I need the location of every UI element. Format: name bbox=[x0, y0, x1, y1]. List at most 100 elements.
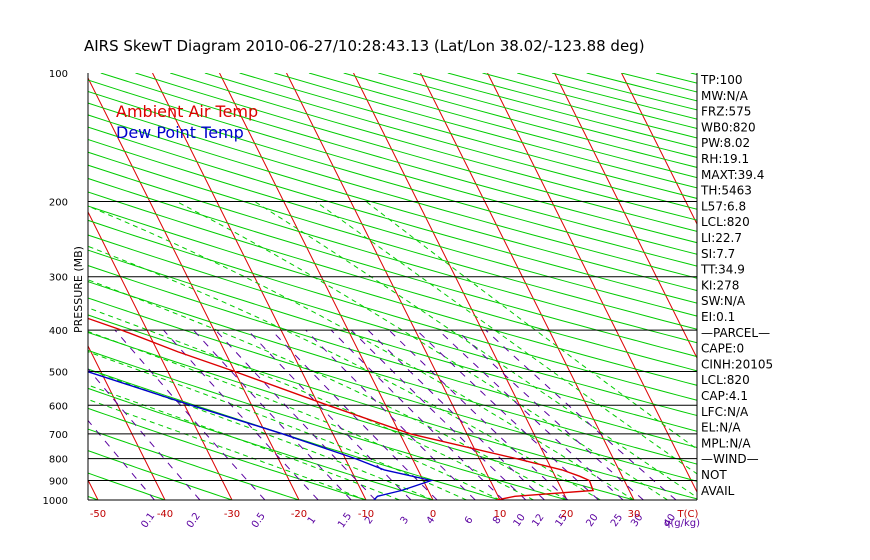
index-entry: AVAIL bbox=[701, 484, 735, 498]
index-entry: CAP:4.1 bbox=[701, 389, 748, 403]
index-entry: LCL:820 bbox=[701, 373, 750, 387]
dry-adiabat-line bbox=[88, 205, 697, 386]
pressure-tick-label: 100 bbox=[49, 69, 68, 80]
index-entry: EL:N/A bbox=[701, 421, 741, 435]
pressure-tick-label: 400 bbox=[49, 326, 68, 337]
dry-adiabat-line bbox=[88, 79, 697, 255]
dry-adiabat-line bbox=[0, 73, 31, 500]
mixing-ratio-line bbox=[416, 329, 599, 500]
mixing-ratio-label: 2 bbox=[363, 515, 376, 527]
index-entry: SW:N/A bbox=[701, 294, 746, 308]
dry-adiabat-line bbox=[88, 191, 697, 372]
mixing-ratio-label: 25 bbox=[609, 512, 625, 529]
dry-adiabat-line bbox=[88, 249, 697, 432]
moist-adiabat-line bbox=[88, 351, 467, 500]
pressure-tick-label: 200 bbox=[49, 198, 68, 209]
index-entry: SI:7.7 bbox=[701, 247, 735, 261]
isotherm-line bbox=[487, 73, 697, 494]
bottom-temp-tick-label: -30 bbox=[224, 509, 240, 520]
pressure-tick-label: 500 bbox=[49, 368, 68, 379]
index-entry: L57:6.8 bbox=[701, 199, 746, 213]
dry-adiabat-line bbox=[274, 73, 697, 189]
y-axis-label: PRESSURE (MB) bbox=[72, 246, 85, 333]
index-entry: MAXT:39.4 bbox=[701, 168, 764, 182]
index-entry: MW:N/A bbox=[701, 89, 749, 103]
dry-adiabat-line bbox=[88, 407, 367, 500]
mixing-ratio-line bbox=[485, 329, 677, 500]
index-entry: LI:22.7 bbox=[701, 231, 742, 245]
dry-adiabat-line bbox=[88, 219, 697, 401]
dew-point-temp-line bbox=[88, 370, 434, 500]
dry-adiabat-line bbox=[88, 297, 697, 482]
index-entry: RH:19.1 bbox=[701, 152, 749, 166]
mixing-ratio-line bbox=[88, 419, 155, 500]
dry-adiabat-line bbox=[88, 126, 697, 304]
ambient-air-temp-line bbox=[88, 317, 595, 500]
index-entry: TP:100 bbox=[700, 73, 743, 87]
index-entry: FRZ:575 bbox=[701, 105, 751, 119]
isotherm-line bbox=[353, 73, 568, 500]
mixing-ratio-label: 10 bbox=[512, 512, 528, 529]
isotherm-line bbox=[621, 73, 697, 226]
isotherm-line bbox=[420, 73, 635, 500]
bottom-temp-tick-label: -40 bbox=[157, 509, 173, 520]
bottom-temp-tick-label: 30 bbox=[628, 509, 641, 520]
index-entry: LCL:820 bbox=[701, 215, 750, 229]
mixing-ratio-axis-label: q(g/kg) bbox=[664, 518, 700, 529]
index-entry: NOT bbox=[701, 468, 727, 482]
legend-dew-point-temp: Dew Point Temp bbox=[116, 123, 244, 142]
moist-adiabat-line bbox=[88, 279, 568, 500]
moist-adiabat-line bbox=[365, 201, 697, 450]
pressure-tick-label: 1000 bbox=[43, 496, 68, 507]
dry-adiabat-line bbox=[88, 265, 697, 449]
index-entry: KI:278 bbox=[701, 278, 739, 292]
dry-adiabat-line bbox=[412, 73, 697, 149]
dry-adiabat-line bbox=[88, 349, 568, 500]
mixing-ratio-label: 0.1 bbox=[139, 511, 157, 530]
bottom-temp-tick-label: -50 bbox=[90, 509, 106, 520]
isotherm-line bbox=[0, 73, 31, 500]
mixing-ratio-label: 4 bbox=[425, 515, 438, 527]
dry-adiabat-line bbox=[447, 73, 697, 139]
index-entry: PW:8.02 bbox=[701, 136, 750, 150]
bottom-temp-tick-label: -10 bbox=[358, 509, 374, 520]
dry-adiabat-line bbox=[88, 164, 697, 344]
dry-adiabat-line bbox=[88, 450, 233, 500]
dry-adiabat-line bbox=[170, 73, 697, 221]
bottom-temp-tick-label: 0 bbox=[430, 509, 436, 520]
mixing-ratio-line bbox=[350, 329, 527, 500]
dry-adiabat-line bbox=[88, 234, 697, 417]
index-entry: MPL:N/A bbox=[701, 436, 751, 450]
index-entry: —PARCEL— bbox=[701, 326, 770, 340]
bottom-temp-tick-label: 20 bbox=[561, 509, 574, 520]
index-entry: TH:5463 bbox=[700, 184, 752, 198]
mixing-ratio-label: 8 bbox=[491, 515, 504, 527]
isotherm-line bbox=[88, 210, 233, 500]
moist-adiabat-line bbox=[315, 201, 697, 475]
pressure-tick-label: 900 bbox=[49, 477, 68, 488]
mixing-ratio-label: 3 bbox=[399, 515, 412, 527]
axis-labels: 0.1 0.2 0.5 1 1.5 2 3 4 6 8 10 12 15 20 25 30 40q(g/kg)1… bbox=[43, 69, 701, 530]
mixing-ratio-label: 6 bbox=[463, 515, 476, 527]
mixing-ratio-label: 1 bbox=[306, 515, 319, 527]
mixing-ratio-line bbox=[247, 329, 412, 500]
mixing-ratio-label: 20 bbox=[584, 512, 600, 529]
pressure-tick-label: 600 bbox=[49, 401, 68, 412]
dry-adiabat-line bbox=[88, 90, 697, 267]
isotherm-line bbox=[88, 344, 166, 500]
moist-adiabat-line bbox=[254, 201, 697, 498]
isotherm-line bbox=[88, 76, 300, 500]
dry-adiabat-line bbox=[88, 314, 697, 500]
isotherm-line bbox=[219, 73, 434, 500]
pressure-tick-label: 300 bbox=[49, 273, 68, 284]
legend-ambient-air-temp: Ambient Air Temp bbox=[116, 102, 258, 121]
chart-title: AIRS SkewT Diagram 2010-06-27/10:28:43.1… bbox=[84, 37, 645, 55]
index-entry: TT:34.9 bbox=[700, 263, 745, 277]
mixing-ratio-label: 12 bbox=[530, 512, 546, 529]
moist-adiabat-line bbox=[88, 398, 367, 500]
dry-adiabat-line bbox=[88, 428, 300, 500]
dry-adiabat-line bbox=[88, 114, 697, 292]
index-entry: WB0:820 bbox=[701, 120, 756, 134]
